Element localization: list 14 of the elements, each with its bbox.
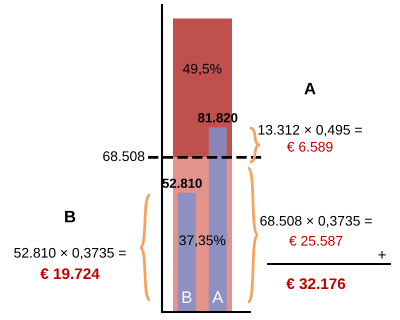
text: 52.810 × 0,3735 = bbox=[14, 248, 126, 260]
text: A bbox=[304, 82, 316, 94]
band-label: 49,5% bbox=[182, 64, 222, 76]
data-label: 52.810 bbox=[162, 178, 202, 188]
ref-line-label: 68.508 bbox=[103, 151, 144, 162]
text: 13.312 × 0,495 = bbox=[258, 124, 362, 136]
text: + bbox=[378, 251, 386, 259]
text: € 32.176 bbox=[286, 278, 346, 290]
text: 68.508 × 0,3735 = bbox=[260, 216, 372, 228]
band-label: 37,35% bbox=[179, 235, 226, 247]
text: € 19.724 bbox=[40, 268, 100, 280]
text: B bbox=[65, 210, 76, 222]
text: € 6.589 bbox=[286, 142, 333, 152]
text: € 25.587 bbox=[289, 236, 342, 246]
